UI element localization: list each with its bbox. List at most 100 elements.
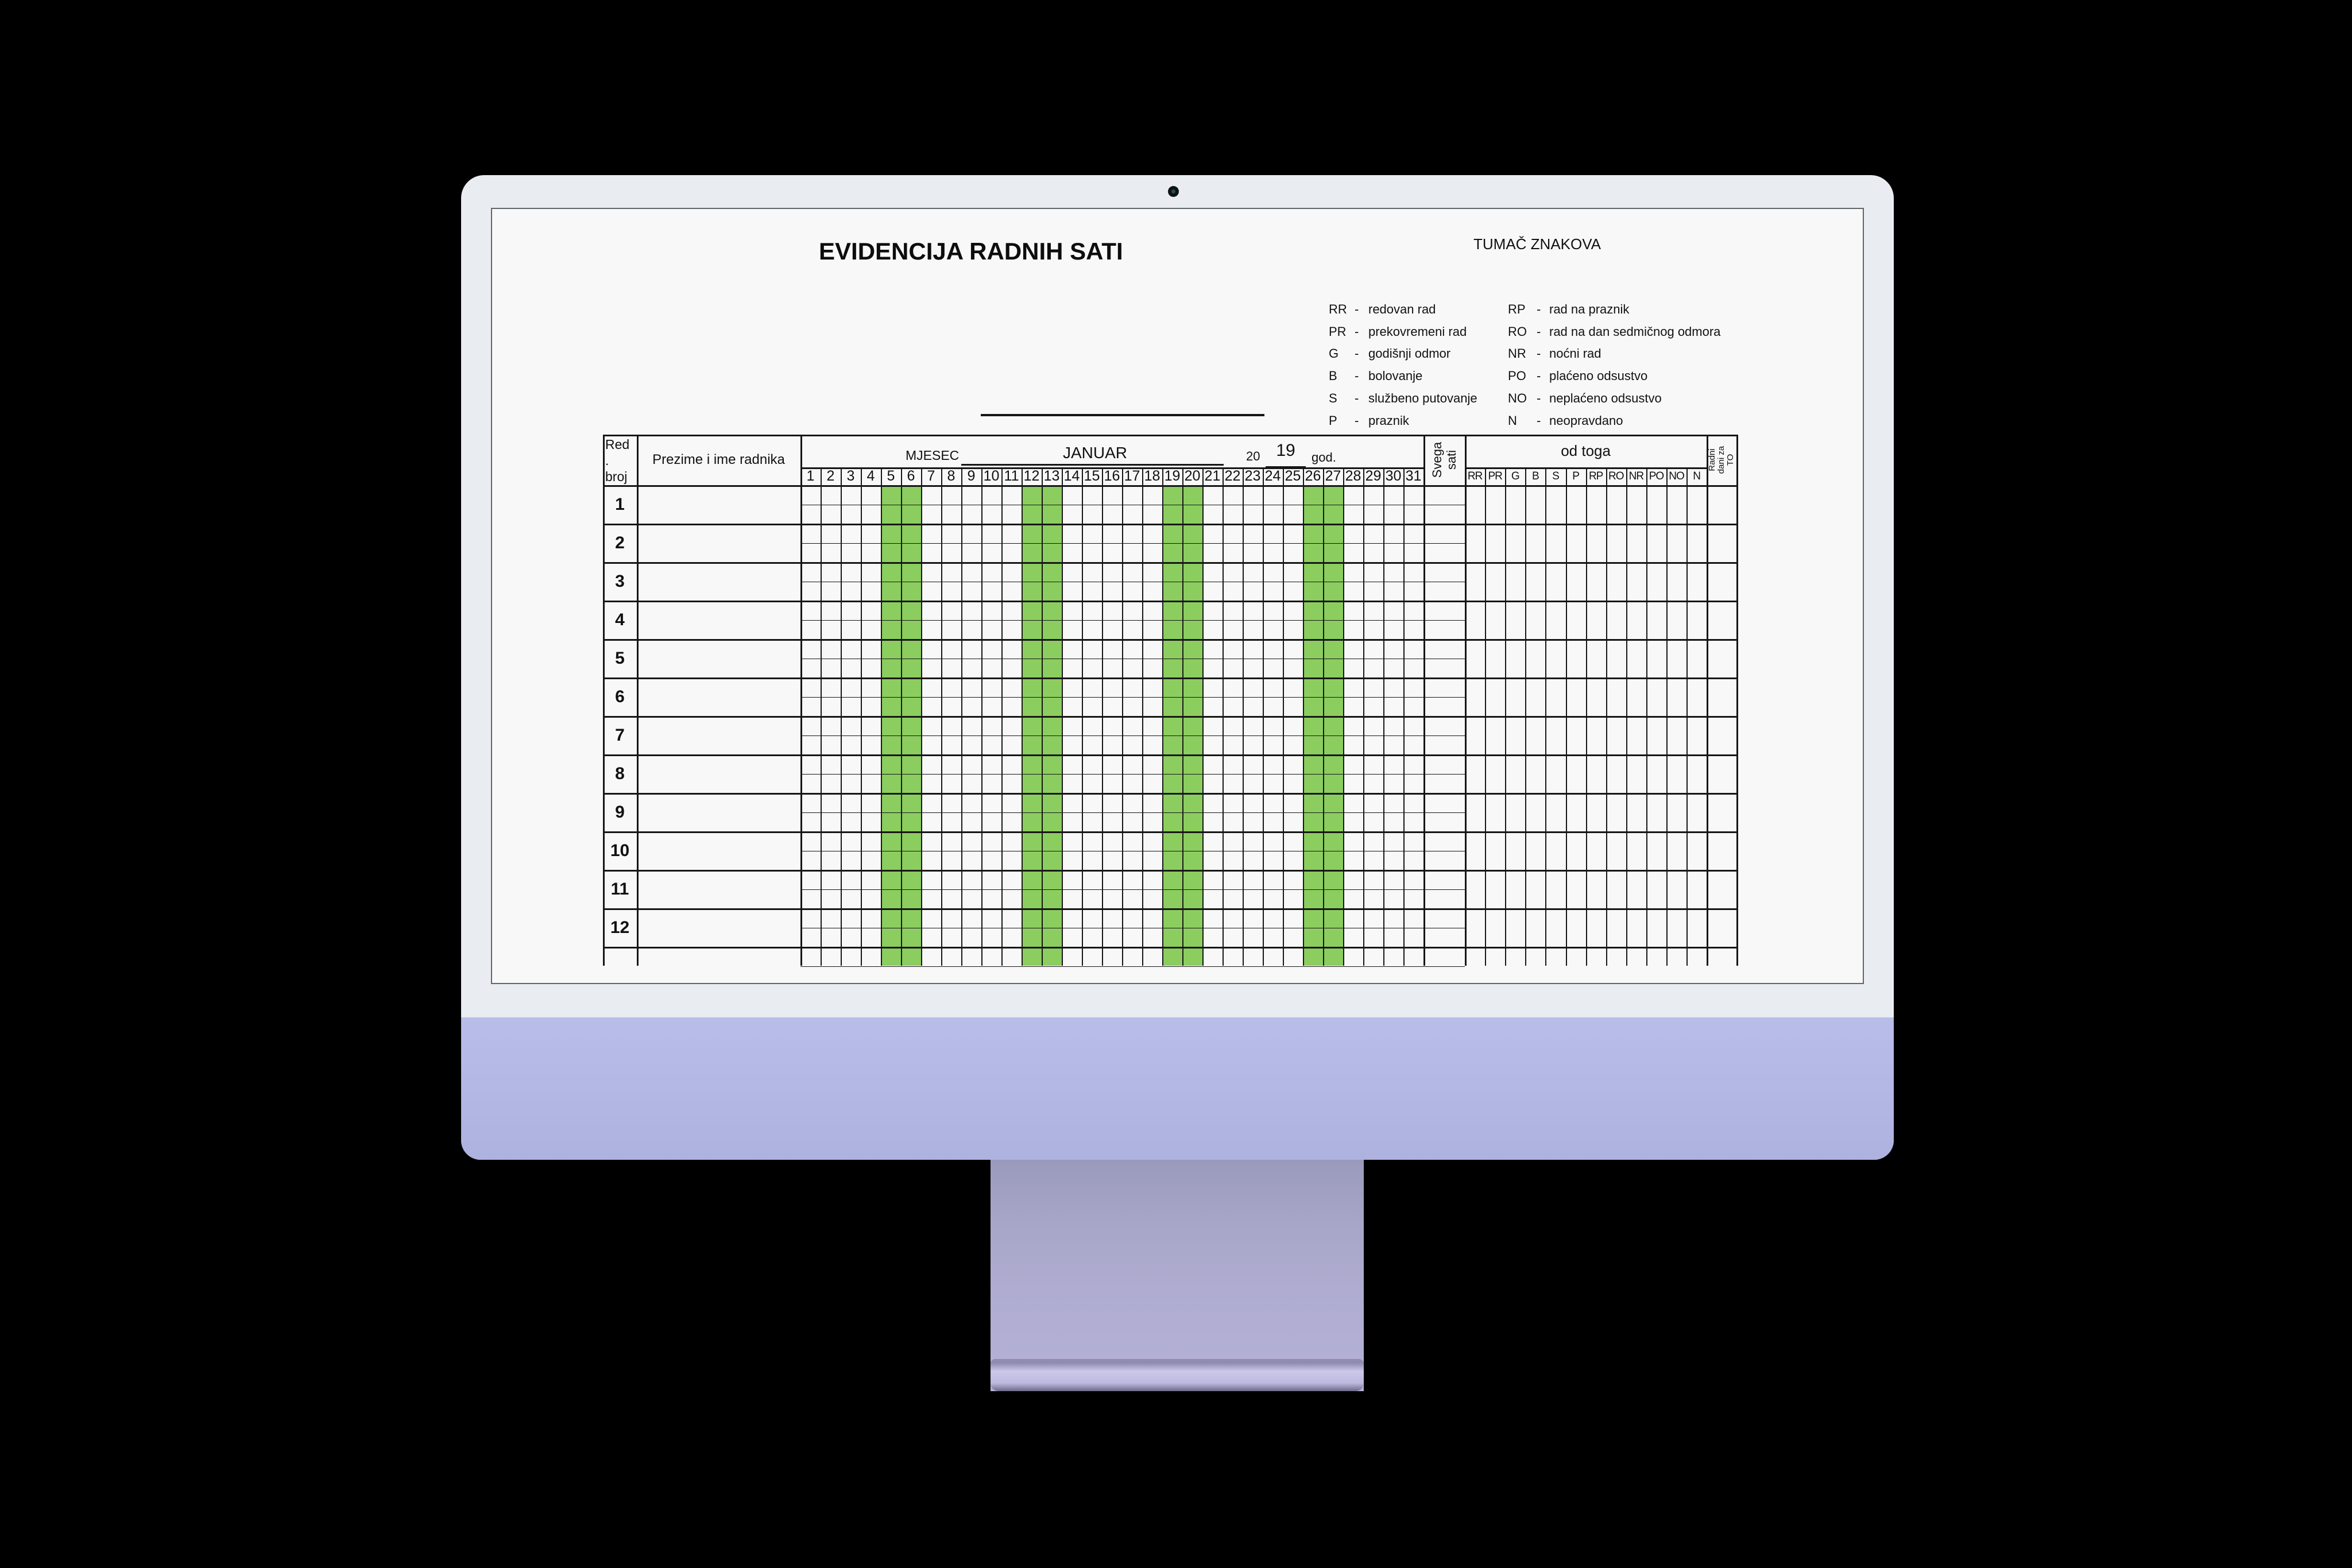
legend-dash: - bbox=[1355, 390, 1359, 405]
subcolumn-header: G bbox=[1511, 470, 1520, 482]
monitor-chin bbox=[461, 1017, 1894, 1160]
legend-abbr: NO bbox=[1508, 390, 1527, 405]
weekend-column-fill bbox=[1042, 485, 1062, 966]
legend-dash: - bbox=[1355, 346, 1359, 361]
monitor-stand bbox=[991, 1160, 1364, 1391]
grid-line-vertical bbox=[1223, 467, 1224, 966]
legend-dash: - bbox=[1355, 302, 1359, 316]
weekend-column-fill bbox=[1182, 485, 1202, 966]
row-number: 10 bbox=[610, 841, 630, 860]
subcolumn-header: PO bbox=[1649, 470, 1664, 482]
half-row-line bbox=[800, 735, 1465, 736]
weekend-column-fill bbox=[901, 485, 921, 966]
day-header: 22 bbox=[1224, 468, 1241, 484]
grid-line-vertical bbox=[1545, 467, 1547, 966]
grid-line-vertical bbox=[1283, 467, 1284, 966]
grid-line-vertical bbox=[1505, 467, 1507, 966]
day-header: 9 bbox=[967, 468, 976, 484]
major-column-border bbox=[1423, 435, 1425, 966]
grid-line-vertical bbox=[1606, 467, 1607, 966]
day-header: 26 bbox=[1305, 468, 1321, 484]
half-row-line bbox=[800, 966, 1465, 967]
subcolumn-header: RR bbox=[1467, 470, 1483, 482]
grid-line-vertical bbox=[1686, 467, 1688, 966]
day-header: 27 bbox=[1325, 468, 1341, 484]
legend-abbr: RO bbox=[1508, 324, 1527, 339]
grid-line-vertical bbox=[1162, 467, 1163, 966]
grid-line-horizontal bbox=[603, 485, 1736, 487]
legend-dash: - bbox=[1537, 302, 1541, 316]
day-header: 23 bbox=[1244, 468, 1261, 484]
subcolumn-header: P bbox=[1572, 470, 1580, 482]
person-row-line bbox=[603, 677, 1736, 679]
day-header: 30 bbox=[1385, 468, 1402, 484]
legend-dash: - bbox=[1355, 413, 1359, 428]
legend-desc: službeno putovanje bbox=[1368, 390, 1477, 405]
person-row-line bbox=[603, 562, 1736, 564]
major-column-border bbox=[800, 435, 802, 966]
grid-line-vertical bbox=[1202, 467, 1204, 966]
row-number: 2 bbox=[615, 533, 625, 552]
legend-desc: redovan rad bbox=[1368, 302, 1436, 316]
day-header: 7 bbox=[927, 468, 935, 484]
table-top-border bbox=[603, 435, 1736, 436]
working-days-header-text: Radni dani za TO bbox=[1707, 446, 1736, 474]
grid-line-vertical bbox=[1666, 467, 1668, 966]
row-number: 1 bbox=[615, 494, 625, 514]
day-header: 20 bbox=[1184, 468, 1201, 484]
grid-line-vertical bbox=[1343, 467, 1344, 966]
subcolumn-header: N bbox=[1693, 470, 1701, 482]
grid-line-vertical bbox=[1001, 467, 1003, 966]
total-hours-header-text: Svega sati bbox=[1429, 442, 1459, 478]
row-number: 7 bbox=[615, 725, 625, 745]
person-row-line bbox=[603, 716, 1736, 718]
legend-desc: bolovanje bbox=[1368, 369, 1423, 384]
grid-line-vertical bbox=[1485, 467, 1487, 966]
grid-line-vertical bbox=[1182, 467, 1183, 966]
subcolumn-header: PR bbox=[1488, 470, 1502, 482]
day-header: 19 bbox=[1164, 468, 1181, 484]
major-column-border bbox=[1465, 435, 1467, 966]
day-header: 28 bbox=[1345, 468, 1361, 484]
weekend-column-fill bbox=[1323, 485, 1343, 966]
weekend-column-fill bbox=[1022, 485, 1042, 966]
major-column-border bbox=[637, 435, 639, 966]
grid-line-vertical bbox=[1082, 467, 1083, 966]
grid-line-vertical bbox=[841, 467, 842, 966]
row-number: 3 bbox=[615, 571, 625, 591]
row-number: 6 bbox=[615, 687, 625, 706]
legend-dash: - bbox=[1537, 390, 1541, 405]
grid-line-vertical bbox=[1042, 467, 1043, 966]
grid-line-vertical bbox=[1022, 467, 1023, 966]
legend-abbr: N bbox=[1508, 413, 1517, 428]
major-column-border bbox=[1707, 435, 1709, 966]
half-row-line bbox=[800, 581, 1465, 582]
legend-dash: - bbox=[1537, 413, 1541, 428]
half-row-line bbox=[800, 889, 1465, 890]
day-header: 21 bbox=[1204, 468, 1221, 484]
half-row-line bbox=[800, 543, 1465, 544]
grid-line-vertical bbox=[1585, 467, 1587, 966]
subcolumn-header: S bbox=[1552, 470, 1560, 482]
legend-desc: praznik bbox=[1368, 413, 1409, 428]
row-number: 8 bbox=[615, 764, 625, 783]
row-number: 12 bbox=[610, 917, 630, 937]
month-label: MJESEC bbox=[906, 448, 960, 463]
subcolumn-header: NR bbox=[1628, 470, 1644, 482]
grid-line-vertical bbox=[1142, 467, 1143, 966]
half-row-line bbox=[800, 504, 1465, 505]
day-header: 3 bbox=[846, 468, 855, 484]
grid-line-vertical bbox=[901, 467, 902, 966]
legend-abbr: P bbox=[1329, 413, 1337, 428]
person-row-line bbox=[603, 908, 1736, 910]
total-hours-header: Svega sati bbox=[1423, 435, 1465, 485]
legend-desc: prekovremeni rad bbox=[1368, 324, 1467, 339]
grid-line-vertical bbox=[981, 467, 982, 966]
employee-name-header: Prezime i ime radnika bbox=[652, 452, 785, 467]
subcolumn-header: NO bbox=[1669, 470, 1685, 482]
grid-line-vertical bbox=[1525, 467, 1527, 966]
half-row-line bbox=[800, 696, 1465, 698]
legend-desc: neopravdano bbox=[1549, 413, 1623, 428]
person-row-line bbox=[603, 524, 1736, 525]
day-header: 18 bbox=[1144, 468, 1160, 484]
